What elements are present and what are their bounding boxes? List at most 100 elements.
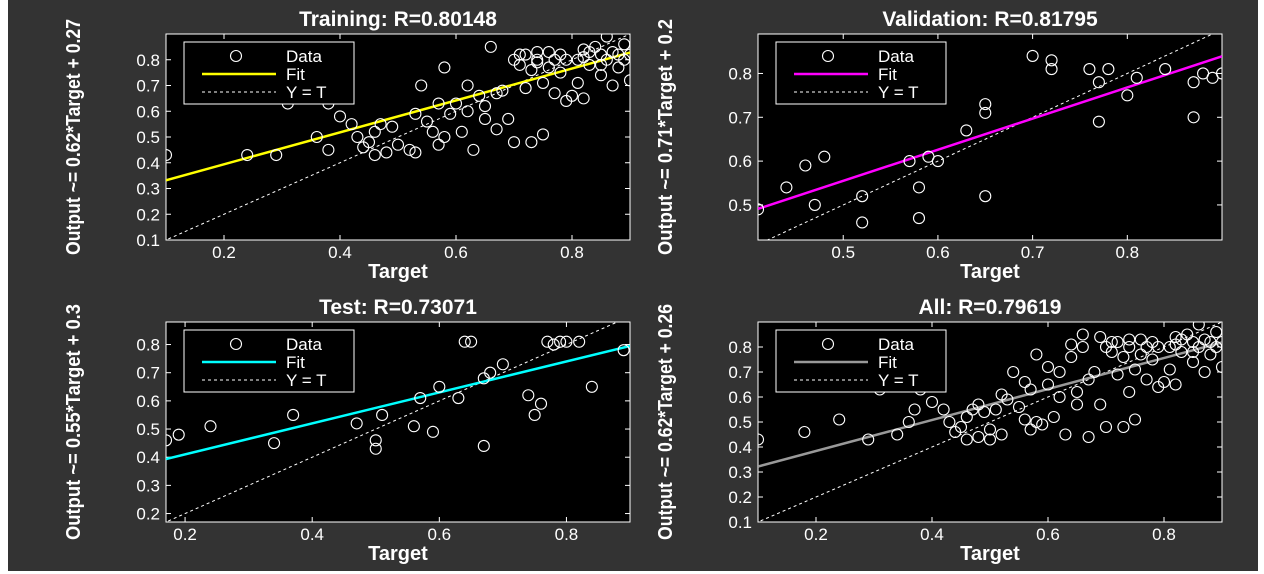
data-point <box>409 146 422 159</box>
data-point <box>1181 328 1194 341</box>
legend-marker-data <box>821 49 835 63</box>
x-tick-label: 0.2 <box>804 525 828 544</box>
data-point <box>519 82 532 95</box>
data-point <box>351 130 364 144</box>
data-point <box>369 434 382 447</box>
data-point <box>937 403 950 416</box>
data-point <box>1187 76 1200 89</box>
data-point <box>1146 353 1159 366</box>
y-tick-label: 0.8 <box>136 51 160 70</box>
data-point <box>1204 348 1217 361</box>
data-point <box>391 138 405 151</box>
data-point <box>594 69 608 82</box>
data-point <box>452 392 465 405</box>
data-point <box>333 110 347 123</box>
y-tick-label: 0.7 <box>136 77 160 96</box>
y-tick-label: 0.3 <box>728 463 752 482</box>
data-point <box>1018 413 1031 426</box>
data-point <box>490 87 503 100</box>
legend-label: Fit <box>286 65 305 84</box>
legend-marker-data <box>821 337 835 351</box>
data-point <box>862 433 875 446</box>
y-tick-label: 0.1 <box>136 231 160 250</box>
data-point <box>912 212 926 225</box>
data-point <box>1140 373 1153 386</box>
data-point <box>1082 373 1095 386</box>
x-tick-label: 0.6 <box>1036 525 1060 544</box>
data-point <box>1024 383 1037 396</box>
x-axis-label: Target <box>960 543 1020 565</box>
data-point <box>798 425 811 439</box>
y-axis-label: Output ~= 0.62*Target + 0.27 <box>63 19 85 255</box>
data-point <box>368 125 381 138</box>
data-point <box>513 48 526 61</box>
data-point <box>380 146 393 159</box>
plot-content <box>166 322 630 522</box>
data-point <box>1065 338 1078 351</box>
data-point <box>534 397 548 410</box>
data-point <box>1169 378 1182 391</box>
data-point <box>972 430 985 444</box>
y-tick-label: 0.6 <box>136 392 160 411</box>
data-point <box>554 66 567 79</box>
data-point <box>960 124 973 137</box>
y-tick-label: 0.1 <box>728 513 752 532</box>
legend-label: Data <box>286 335 322 354</box>
x-axis-label: Target <box>368 543 428 565</box>
data-point <box>536 76 550 89</box>
data-point <box>1083 63 1096 76</box>
data-point <box>1111 335 1124 349</box>
data-point <box>1076 340 1089 354</box>
data-point <box>1169 338 1182 351</box>
data-point <box>519 48 532 61</box>
data-point <box>979 190 992 203</box>
x-tick-label: 0.8 <box>560 243 584 262</box>
data-point <box>1024 423 1037 436</box>
legend-label: Data <box>286 47 322 66</box>
data-point <box>414 392 427 405</box>
x-tick-label: 0.8 <box>1152 525 1176 544</box>
data-point <box>547 338 560 351</box>
plot-panel-3: 0.2 0.4 0.6 0.8 0.2 0.3 0.4 0.5 0.6 0.7 0.8 DataFit… <box>63 296 631 565</box>
data-point <box>1105 335 1118 349</box>
data-point <box>531 56 544 69</box>
data-point <box>1134 333 1147 346</box>
data-point <box>1198 365 1211 379</box>
data-point <box>548 87 561 100</box>
chart-title: Test: R=0.73071 <box>319 296 477 319</box>
data-point <box>1187 111 1200 124</box>
data-point <box>983 423 997 436</box>
data-point <box>438 130 451 144</box>
x-tick-label: 0.8 <box>555 525 579 544</box>
data-point <box>1117 420 1130 434</box>
data-point <box>1117 350 1130 364</box>
data-point <box>931 155 944 168</box>
y-tick-label: 0.5 <box>728 413 752 432</box>
y-tick-label: 0.4 <box>136 154 160 173</box>
data-point <box>1210 325 1222 339</box>
data-point <box>979 106 992 119</box>
data-point <box>1128 413 1142 426</box>
data-point <box>1186 355 1200 369</box>
data-point <box>204 420 217 433</box>
data-point <box>954 420 968 434</box>
y-tick-label: 0.2 <box>136 205 160 224</box>
data-point <box>490 123 503 136</box>
data-point <box>438 61 451 74</box>
x-tick-label: 0.6 <box>444 243 468 262</box>
legend-label: Fit <box>878 65 897 84</box>
data-point <box>1041 360 1055 374</box>
y-tick-label: 0.8 <box>728 64 752 83</box>
data-point <box>978 405 991 419</box>
y-tick-label: 0.5 <box>136 128 160 147</box>
data-point <box>432 138 445 151</box>
y-tick-label: 0.7 <box>136 364 160 383</box>
data-point <box>808 198 821 211</box>
legend-label: Data <box>878 335 914 354</box>
data-point <box>600 34 613 43</box>
data-point <box>623 74 630 87</box>
data-point <box>287 408 300 422</box>
y-tick-label: 0.5 <box>136 420 160 439</box>
data-point <box>1041 378 1055 391</box>
y-axis-label: Output ~= 0.62*Target + 0.26 <box>655 304 677 540</box>
